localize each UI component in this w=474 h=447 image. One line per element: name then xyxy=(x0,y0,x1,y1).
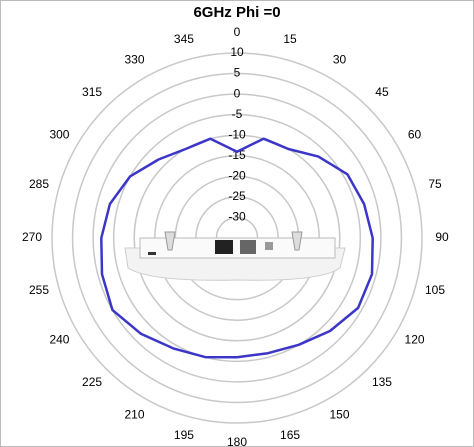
r-tick-label: -20 xyxy=(228,169,246,183)
antenna xyxy=(164,231,176,251)
angle-tick-label: 315 xyxy=(82,85,102,99)
pattern-line xyxy=(100,137,374,359)
port xyxy=(215,240,233,254)
angle-tick-label: 0 xyxy=(234,25,241,39)
grid-circle xyxy=(92,93,382,383)
grid-circle xyxy=(71,72,403,404)
r-tick-label: -10 xyxy=(228,127,246,141)
angle-tick-label: 75 xyxy=(428,177,442,191)
angle-tick-label: 180 xyxy=(227,435,247,447)
angle-tick-label: 15 xyxy=(283,32,297,46)
angle-tick-label: 210 xyxy=(124,408,144,422)
angle-tick-label: 135 xyxy=(372,375,392,389)
r-tick-label: 10 xyxy=(230,45,244,59)
r-tick-label: -30 xyxy=(228,210,246,224)
port xyxy=(240,240,256,254)
angle-tick-label: 90 xyxy=(435,230,449,244)
angle-tick-label: 285 xyxy=(29,177,49,191)
r-tick-label: -25 xyxy=(228,189,246,203)
grid-circle xyxy=(133,134,341,342)
angle-tick-label: 150 xyxy=(329,408,349,422)
r-tick-label: 5 xyxy=(234,66,241,80)
r-tick-label: 0 xyxy=(234,86,241,100)
angle-tick-label: 105 xyxy=(425,283,445,297)
angle-tick-label: 300 xyxy=(49,128,69,142)
angle-tick-label: 345 xyxy=(174,32,194,46)
angle-tick-label: 60 xyxy=(408,128,422,142)
led xyxy=(148,252,156,255)
angle-tick-label: 255 xyxy=(29,283,49,297)
angle-tick-label: 195 xyxy=(174,428,194,442)
device-top xyxy=(139,237,336,259)
device-illustration xyxy=(124,231,346,281)
angle-tick-label: 45 xyxy=(375,85,389,99)
r-tick-label: -5 xyxy=(232,107,243,121)
angle-tick-label: 270 xyxy=(22,230,42,244)
angle-tick-label: 165 xyxy=(280,428,300,442)
port xyxy=(265,242,273,250)
grid-circle xyxy=(51,52,423,424)
chart-title: 6GHz Phi =0 xyxy=(193,4,280,21)
antenna xyxy=(291,231,303,251)
angle-tick-label: 225 xyxy=(82,375,102,389)
angle-tick-label: 120 xyxy=(405,333,425,347)
angle-tick-label: 240 xyxy=(49,333,69,347)
angle-tick-label: 30 xyxy=(333,53,347,67)
angle-tick-label: 330 xyxy=(124,53,144,67)
r-tick-label: -15 xyxy=(228,148,246,162)
grid-circle xyxy=(112,113,362,363)
